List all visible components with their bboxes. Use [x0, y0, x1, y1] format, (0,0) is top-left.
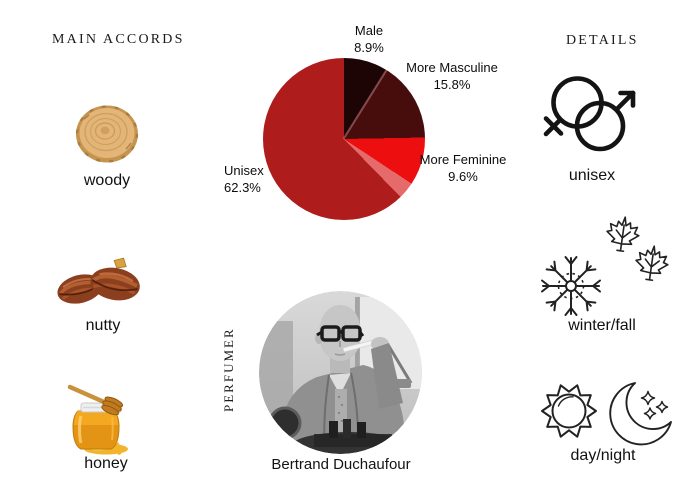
pecan-nuts-image: [57, 257, 140, 304]
pie-label-unisex: Unisex 62.3%: [224, 162, 304, 196]
pie-label-male-pct: 8.9%: [354, 40, 384, 56]
honey-jar-image: [67, 384, 128, 455]
gender-pie-chart: [263, 58, 425, 220]
sun-moon-icon: [541, 382, 672, 446]
perfumer-photo-illustration: [259, 291, 422, 454]
accord-label-woody: woody: [83, 172, 131, 189]
main-accords-header: MAIN ACCORDS: [52, 32, 185, 47]
details-header: DETAILS: [566, 33, 639, 48]
accord-label-honey: honey: [84, 455, 128, 472]
wood-slice-image: [75, 105, 139, 163]
pie-label-more-feminine: More Feminine 9.6%: [402, 151, 524, 185]
pie-label-more-feminine-text: More Feminine: [419, 152, 507, 167]
pie-label-more-masculine: More Masculine 15.8%: [391, 59, 513, 93]
snowflake-maple-leaves-icon: [541, 214, 671, 316]
gender-symbols-icon: [543, 76, 636, 152]
detail-label-day-night: day/night: [570, 447, 636, 464]
detail-label-winter-fall: winter/fall: [568, 317, 636, 334]
pie-label-more-masculine-text: More Masculine: [406, 60, 498, 75]
pie-label-male: Male 8.9%: [324, 22, 414, 56]
detail-label-unisex: unisex: [568, 167, 616, 184]
pie-label-male-text: Male: [354, 23, 384, 38]
pie-label-more-feminine-pct: 9.6%: [448, 169, 478, 185]
pie-label-unisex-text: Unisex: [224, 163, 264, 178]
perfumer-name: Bertrand Duchaufour: [271, 456, 411, 473]
pie-label-more-masculine-pct: 15.8%: [433, 77, 471, 93]
accord-label-nutty: nutty: [85, 317, 121, 334]
perfumer-header: PERFUMER: [221, 327, 236, 412]
perfumer-photo: [259, 291, 422, 454]
pie-label-unisex-pct: 62.3%: [224, 180, 261, 196]
